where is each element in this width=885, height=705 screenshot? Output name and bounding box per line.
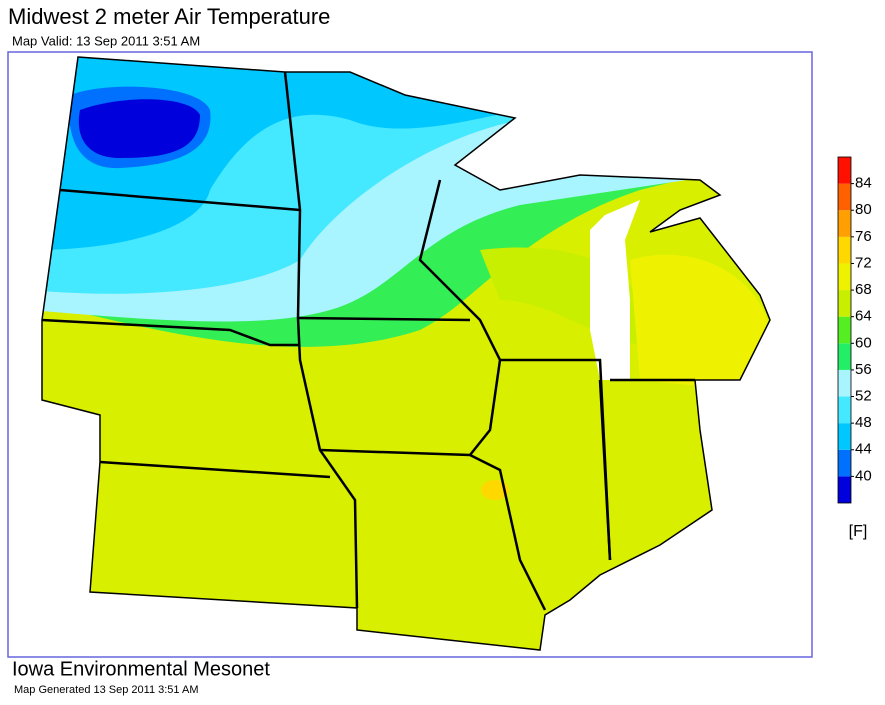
legend-tick-label: 76 bbox=[855, 228, 872, 245]
legend-swatch bbox=[838, 396, 851, 424]
legend-tick-label: 48 bbox=[855, 414, 872, 431]
legend-tick-label: 52 bbox=[855, 388, 872, 405]
temperature-field bbox=[42, 57, 770, 650]
legend-tick-label: 56 bbox=[855, 361, 872, 378]
legend-swatch bbox=[838, 343, 851, 370]
legend-swatch bbox=[838, 183, 851, 211]
lake-michigan bbox=[590, 200, 640, 380]
legend-tick-label: 68 bbox=[855, 281, 872, 298]
legend: 40 44 48 52 56 60 64 68 72 76 80 84 bbox=[837, 156, 872, 504]
legend-swatch bbox=[838, 476, 851, 503]
legend-swatch bbox=[838, 263, 851, 291]
legend-swatch bbox=[838, 290, 851, 317]
legend-swatch bbox=[838, 210, 851, 237]
legend-swatch bbox=[838, 236, 851, 264]
legend-border bbox=[837, 156, 852, 504]
title: Midwest 2 meter Air Temperature bbox=[8, 4, 330, 29]
footer-generated: Map Generated 13 Sep 2011 3:51 AM bbox=[14, 684, 198, 696]
legend-unit: [F] bbox=[849, 523, 868, 540]
legend-swatch bbox=[838, 316, 851, 344]
legend-swatch bbox=[838, 157, 851, 184]
legend-tick-label: 60 bbox=[855, 334, 872, 351]
map-frame bbox=[7, 51, 813, 658]
legend-tick-label: 40 bbox=[855, 467, 872, 484]
legend-tick-label: 44 bbox=[855, 441, 872, 458]
legend-tick-label: 80 bbox=[855, 201, 872, 218]
state-borders bbox=[41, 56, 771, 651]
legend-tick-label: 84 bbox=[855, 175, 872, 192]
legend-tick-label: 64 bbox=[855, 308, 872, 325]
subtitle: Map Valid: 13 Sep 2011 3:51 AM bbox=[12, 33, 200, 48]
legend-swatch bbox=[838, 423, 851, 450]
footer-organization: Iowa Environmental Mesonet bbox=[12, 658, 270, 680]
legend-swatch bbox=[838, 369, 851, 397]
legend-tick-label: 72 bbox=[855, 254, 872, 271]
legend-swatch bbox=[838, 449, 851, 477]
